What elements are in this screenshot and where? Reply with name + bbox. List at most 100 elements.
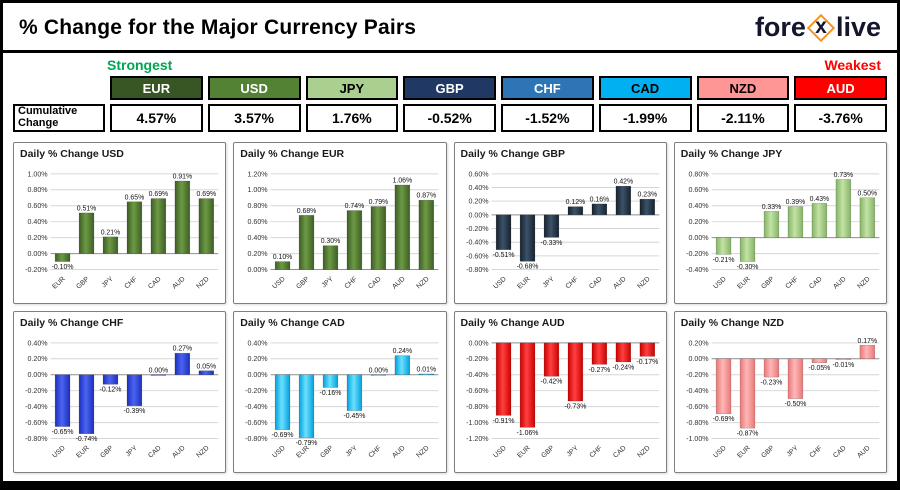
cumulative-change-label: Cumulative Change bbox=[13, 104, 105, 132]
y-tick-label: 1.00% bbox=[27, 170, 48, 178]
y-tick-label: 0.20% bbox=[27, 234, 48, 242]
x-category-label: AUD bbox=[171, 276, 187, 291]
y-tick-label: -0.40% bbox=[466, 371, 489, 379]
currency-header-nzd: NZD bbox=[696, 76, 790, 100]
x-category-label: NZD bbox=[416, 276, 431, 291]
currency-header-gbp: GBP bbox=[403, 76, 496, 100]
x-category-label: EUR bbox=[516, 445, 532, 460]
x-category-label: JPY bbox=[321, 275, 335, 289]
bar-jpy-vs-gbp bbox=[763, 211, 779, 238]
y-tick-label: -0.40% bbox=[245, 403, 268, 411]
bar-jpy-vs-chf bbox=[787, 206, 803, 238]
bar-value-label: -0.21% bbox=[712, 257, 734, 264]
bar-chf-vs-cad bbox=[150, 374, 167, 376]
y-tick-label: -1.20% bbox=[466, 435, 489, 443]
bar-chart-cad: -0.80% -0.60% -0.40% -0.20% 0.00% 0.20% 0.40% -… bbox=[245, 339, 439, 460]
x-category-label: USD bbox=[712, 276, 728, 291]
y-tick-label: -1.00% bbox=[686, 435, 709, 443]
bar-cad-vs-nzd bbox=[418, 373, 435, 375]
x-category-label: CHF bbox=[344, 276, 359, 291]
bar-nzd-vs-aud bbox=[859, 344, 875, 360]
chart-panel-cad: Daily % Change CAD -0.80% -0.60% -0.40% -0.2… bbox=[233, 311, 447, 473]
x-category-label: CAD bbox=[832, 445, 848, 460]
bar-value-label: 0.42% bbox=[613, 179, 633, 186]
chart-panel-nzd: Daily % Change NZD -1.00% -0.80% -0.60% -0.4… bbox=[673, 311, 887, 473]
forexlive-logo: fore x live bbox=[755, 12, 881, 43]
bar-value-label: -0.27% bbox=[588, 367, 610, 374]
bar-chart-eur: 0.00% 0.20% 0.40% 0.60% 0.80% 1.00% 1.20% 0.10%… bbox=[248, 170, 439, 291]
x-category-label: USD bbox=[492, 445, 508, 460]
currency-header-cad: CAD bbox=[598, 76, 692, 100]
y-tick-label: -0.20% bbox=[245, 387, 268, 395]
x-category-label: JPY bbox=[541, 275, 555, 289]
cumulative-value-nzd: -2.11% bbox=[696, 104, 790, 132]
bar-value-label: -0.68% bbox=[516, 264, 538, 271]
bar-chart-aud: -1.20% -1.00% -0.80% -0.60% -0.40% -0.20% 0.00… bbox=[466, 339, 659, 460]
x-category-label: NZD bbox=[856, 276, 871, 291]
bar-jpy-vs-eur bbox=[739, 237, 755, 262]
bar-value-label: 0.51% bbox=[77, 205, 97, 212]
bar-value-label: 0.17% bbox=[857, 338, 877, 345]
x-category-label: CAD bbox=[808, 276, 824, 291]
bar-jpy-vs-cad bbox=[811, 203, 827, 238]
bar-usd-vs-aud bbox=[174, 180, 191, 254]
bar-chf-vs-usd bbox=[54, 374, 71, 427]
bar-gbp-vs-chf bbox=[567, 206, 583, 216]
bar-value-label: -0.16% bbox=[320, 390, 342, 397]
currency-header-eur: EUR bbox=[110, 76, 203, 100]
y-tick-label: -0.20% bbox=[466, 355, 489, 363]
x-category-label: AUD bbox=[171, 445, 187, 460]
y-tick-label: 0.40% bbox=[688, 202, 709, 210]
bar-value-label: -0.01% bbox=[832, 362, 854, 369]
cumulative-value-usd: 3.57% bbox=[207, 104, 301, 132]
bar-chf-vs-nzd bbox=[198, 370, 215, 375]
y-tick-label: -0.20% bbox=[25, 387, 48, 395]
chart-panel-aud: Daily % Change AUD -1.20% -1.00% -0.80% -0.6… bbox=[453, 311, 667, 473]
bar-chf-vs-aud bbox=[174, 352, 191, 375]
y-tick-label: 0.20% bbox=[248, 355, 269, 363]
x-category-label: JPY bbox=[565, 444, 579, 458]
bar-gbp-vs-aud bbox=[615, 185, 631, 216]
x-category-label: EUR bbox=[736, 276, 752, 291]
x-category-label: GBP bbox=[760, 275, 776, 290]
bar-chf-vs-gbp bbox=[102, 374, 119, 385]
y-tick-label: -0.80% bbox=[686, 419, 709, 427]
bar-aud-vs-jpy bbox=[567, 342, 583, 402]
bar-value-label: -0.69% bbox=[712, 416, 734, 423]
y-tick-label: -0.80% bbox=[466, 266, 489, 274]
bar-aud-vs-gbp bbox=[543, 342, 559, 377]
y-tick-label: -0.60% bbox=[686, 403, 709, 411]
bar-eur-vs-usd bbox=[275, 261, 291, 270]
bar-value-label: 0.73% bbox=[833, 172, 853, 179]
y-tick-label: 0.60% bbox=[248, 218, 269, 226]
cumulative-value-eur: 4.57% bbox=[110, 104, 203, 132]
bar-value-label: -0.79% bbox=[296, 440, 318, 447]
y-tick-label: 0.80% bbox=[688, 170, 709, 178]
logo-text-live: live bbox=[835, 12, 881, 42]
bar-value-label: -0.30% bbox=[736, 264, 758, 271]
y-tick-label: 0.40% bbox=[468, 184, 489, 192]
bar-cad-vs-usd bbox=[275, 374, 291, 431]
x-category-label: GBP bbox=[760, 444, 776, 459]
x-category-label: EUR bbox=[516, 276, 532, 291]
bar-eur-vs-cad bbox=[370, 206, 387, 270]
bar-chf-vs-eur bbox=[78, 374, 95, 435]
bar-jpy-vs-usd bbox=[715, 237, 731, 255]
y-tick-label: -0.60% bbox=[466, 387, 489, 395]
bar-value-label: -0.17% bbox=[636, 359, 658, 366]
page-title: % Change for the Major Currency Pairs bbox=[19, 15, 417, 39]
x-category-label: USD bbox=[272, 445, 288, 460]
bar-value-label: 0.91% bbox=[173, 174, 193, 181]
bar-value-label: -0.12% bbox=[100, 387, 122, 394]
x-category-label: CHF bbox=[368, 445, 383, 460]
y-tick-label: -0.60% bbox=[245, 419, 268, 427]
y-tick-label: 0.60% bbox=[688, 186, 709, 194]
logo-x-letter: x bbox=[815, 14, 827, 38]
bar-value-label: -0.50% bbox=[784, 401, 806, 408]
x-category-label: NZD bbox=[636, 276, 651, 291]
y-tick-label: 1.00% bbox=[248, 186, 269, 194]
chart-panel-usd: Daily % Change USD -0.20% 0.00% 0.20% 0.40% 0… bbox=[13, 142, 227, 304]
y-tick-label: 0.20% bbox=[468, 198, 489, 206]
y-tick-label: 1.20% bbox=[248, 170, 269, 178]
y-tick-label: -0.20% bbox=[686, 371, 709, 379]
